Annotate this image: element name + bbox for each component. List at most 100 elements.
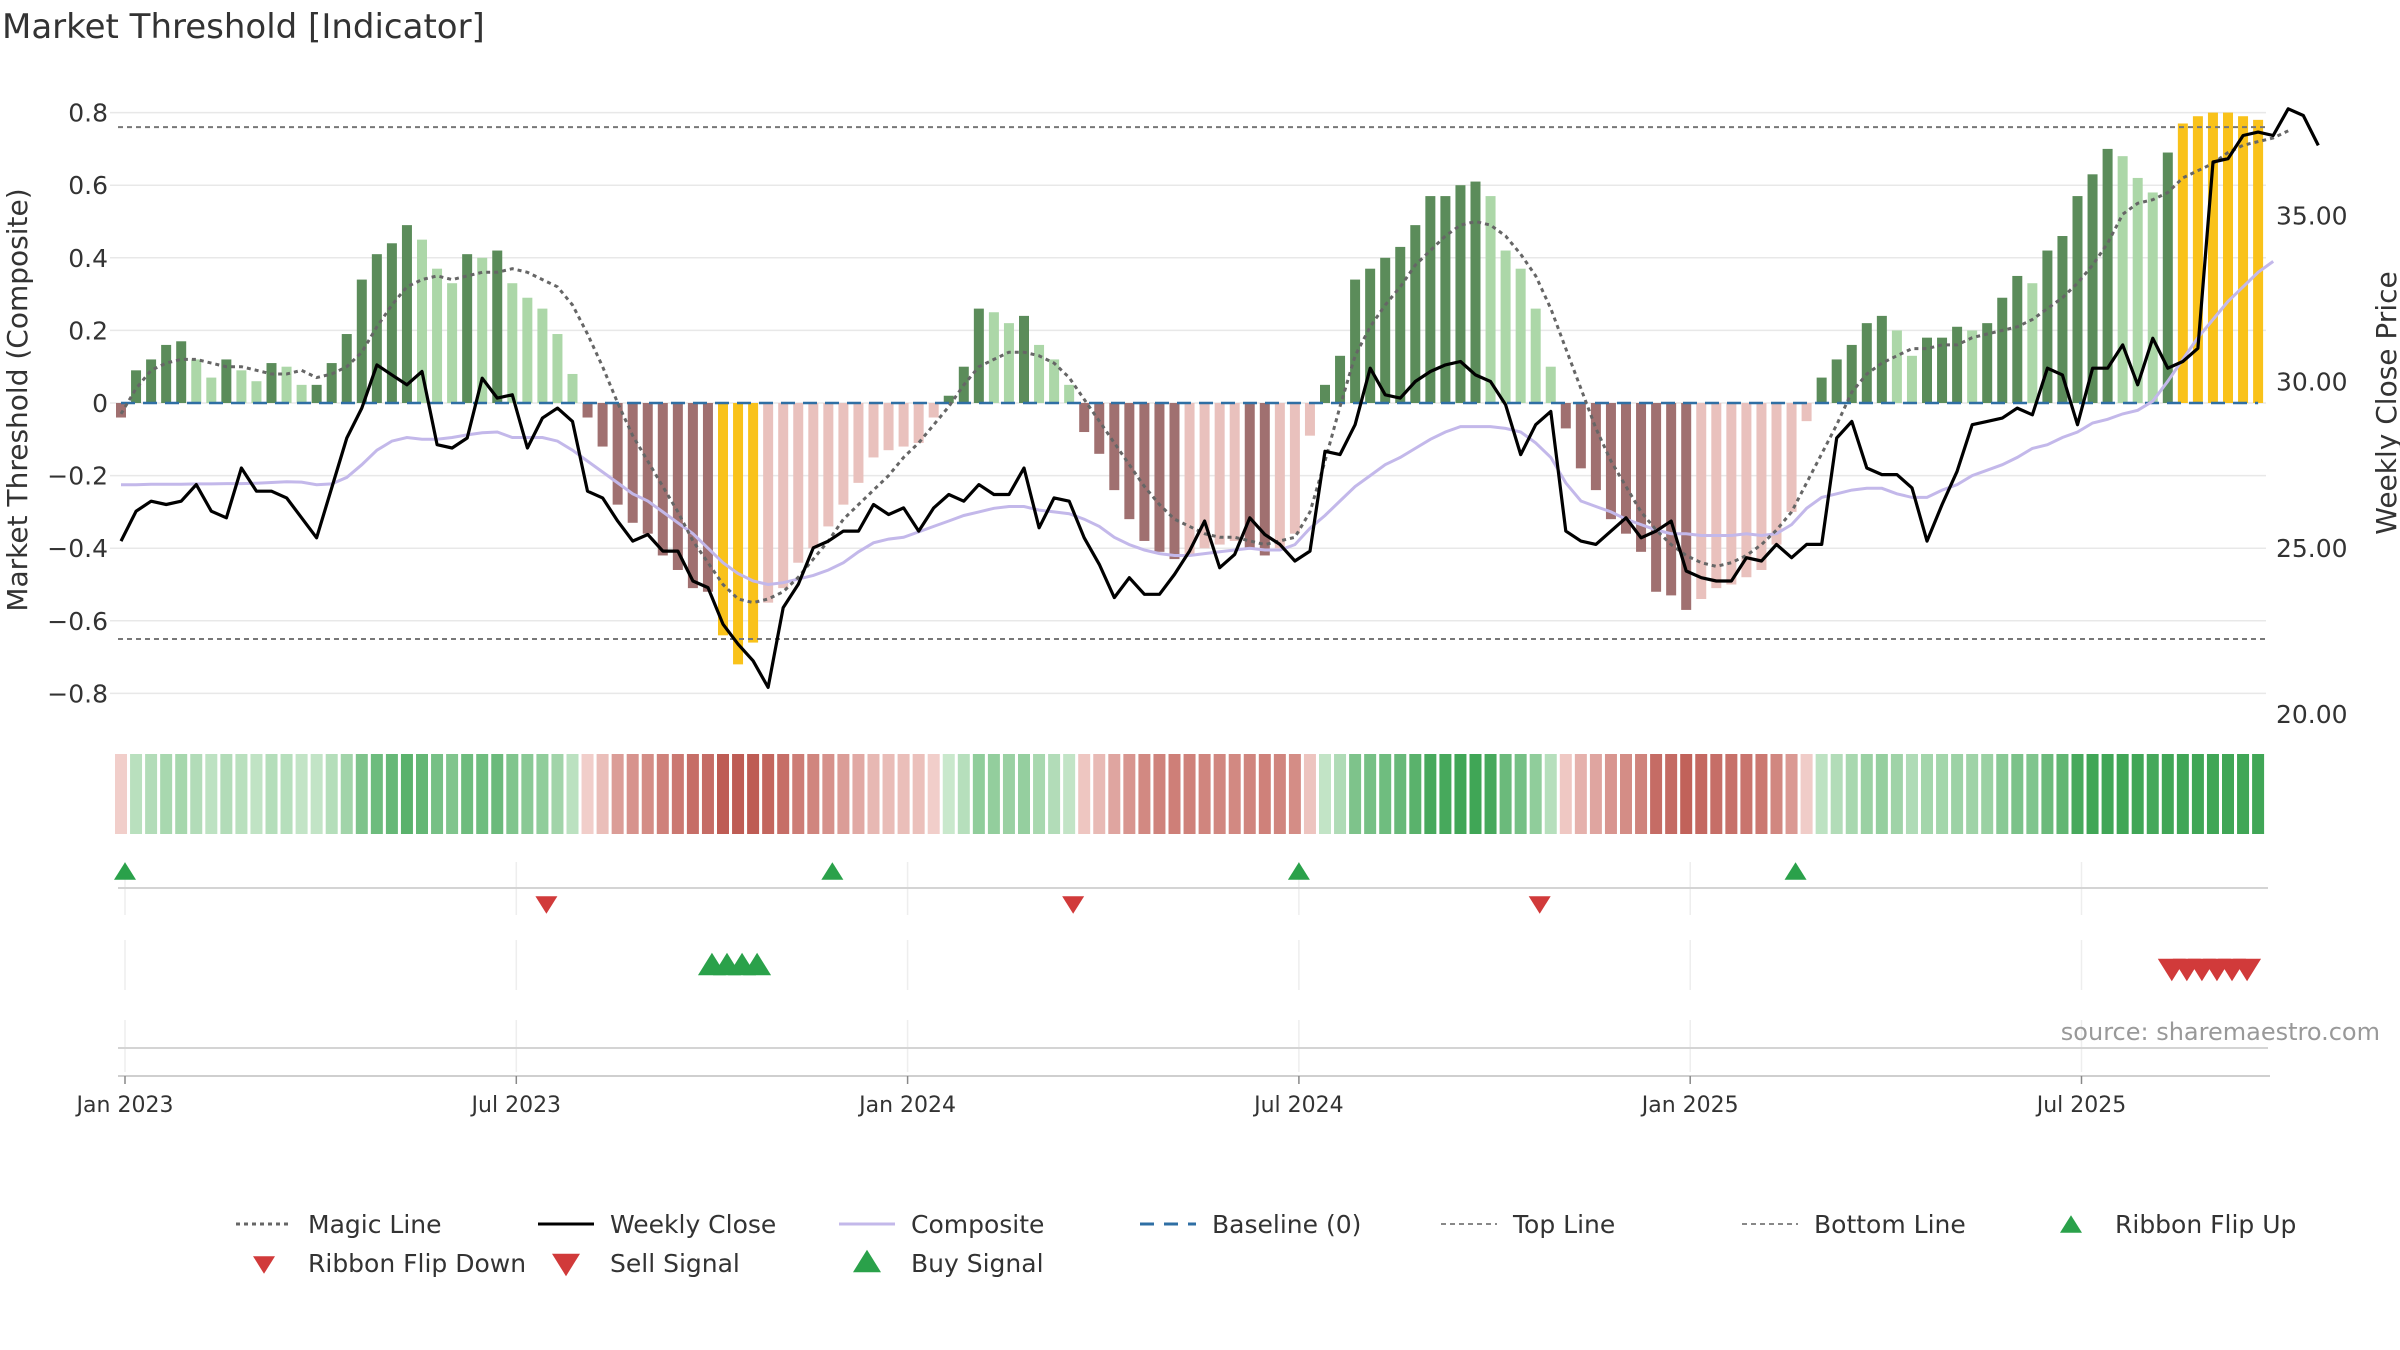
composite-bar bbox=[1124, 403, 1135, 520]
y-tick-label-right: 25.00 bbox=[2276, 534, 2348, 563]
ribbon-cell bbox=[416, 754, 428, 834]
ribbon-cell bbox=[340, 754, 353, 834]
ribbon-cell bbox=[1574, 754, 1587, 834]
composite-bar bbox=[1500, 250, 1511, 403]
composite-bar bbox=[356, 279, 367, 403]
composite-bar bbox=[2117, 156, 2128, 403]
ribbon-cell bbox=[1514, 754, 1527, 834]
ribbon-cell bbox=[1951, 754, 1964, 834]
ribbon-cell bbox=[762, 754, 775, 834]
ribbon-cell bbox=[1138, 754, 1151, 834]
ribbon-cell bbox=[1905, 754, 1918, 834]
ribbon-cell bbox=[897, 754, 910, 834]
ribbon-cell bbox=[1695, 754, 1708, 834]
legend-item: Baseline (0) bbox=[1140, 1210, 1361, 1239]
ribbon-cell bbox=[2161, 754, 2174, 834]
ribbon-cell bbox=[1996, 754, 2009, 834]
chart-title: Market Threshold [Indicator] bbox=[2, 7, 485, 47]
ribbon-cell bbox=[837, 754, 850, 834]
composite-bar bbox=[2147, 192, 2158, 403]
ribbon-cell bbox=[1665, 754, 1678, 834]
y-tick-label-left: 0 bbox=[92, 389, 108, 418]
composite-bar bbox=[1756, 403, 1767, 570]
ribbon-cell bbox=[1002, 754, 1015, 834]
composite-bar bbox=[1019, 315, 1029, 403]
y-tick-label-left: −0.2 bbox=[47, 462, 108, 491]
legend-label: Weekly Close bbox=[610, 1210, 776, 1239]
composite-bar bbox=[733, 403, 744, 665]
ribbon-cell bbox=[235, 754, 248, 834]
ribbon-cell bbox=[957, 754, 970, 834]
x-tick-label: Jul 2023 bbox=[470, 1093, 562, 1118]
composite-bar bbox=[1395, 246, 1406, 403]
ribbon-cell bbox=[1529, 754, 1542, 834]
legend-label: Ribbon Flip Down bbox=[308, 1249, 526, 1278]
ribbon-cell bbox=[2206, 754, 2219, 834]
composite-bar bbox=[537, 308, 548, 403]
composite-bar bbox=[1696, 403, 1707, 600]
ribbon-cell bbox=[1680, 754, 1693, 834]
legend-item: Ribbon Flip Down bbox=[253, 1249, 526, 1278]
composite-bar bbox=[1575, 403, 1586, 469]
composite-bar bbox=[341, 334, 352, 403]
composite-bar bbox=[1485, 196, 1496, 403]
composite-bar bbox=[793, 403, 804, 563]
weekly-close-line bbox=[119, 107, 2320, 690]
ribbon-cell bbox=[1288, 754, 1301, 834]
composite-bar bbox=[928, 403, 939, 418]
ribbon-cell bbox=[1770, 754, 1783, 834]
ribbon-cell bbox=[626, 754, 639, 834]
ribbon-cell bbox=[1273, 754, 1286, 834]
ribbon-cell bbox=[1349, 754, 1362, 834]
composite-bar bbox=[1229, 403, 1240, 541]
composite-bar bbox=[2072, 196, 2083, 403]
y-tick-label-right: 35.00 bbox=[2276, 201, 2348, 230]
composite-bar bbox=[2042, 250, 2053, 403]
ribbon-cell bbox=[1845, 754, 1858, 834]
composite-bar bbox=[281, 366, 292, 403]
composite-bar bbox=[597, 403, 608, 447]
ribbon-cell bbox=[777, 754, 790, 834]
ribbon-flip-up-marker bbox=[114, 862, 136, 880]
composite-bar bbox=[236, 370, 247, 403]
composite-bar bbox=[221, 359, 232, 403]
composite-bar bbox=[883, 403, 894, 451]
ribbon-cell bbox=[295, 754, 308, 834]
y-tick-label-left: −0.4 bbox=[47, 534, 108, 563]
ribbon-cell bbox=[325, 754, 338, 834]
legend-label: Top Line bbox=[1512, 1210, 1615, 1239]
ribbon-flip-down-marker bbox=[535, 896, 558, 914]
ribbon-cell bbox=[942, 754, 955, 834]
ribbon-cell bbox=[1018, 754, 1030, 834]
legend-item: Sell Signal bbox=[552, 1249, 740, 1278]
composite-bar bbox=[161, 344, 172, 403]
composite-bar bbox=[131, 370, 142, 403]
ribbon-cell bbox=[747, 754, 760, 834]
ribbon-cell bbox=[355, 754, 368, 834]
composite-bar bbox=[2177, 123, 2188, 404]
composite-bar bbox=[1380, 257, 1391, 403]
ribbon-cell bbox=[2041, 754, 2054, 834]
ribbon-cell bbox=[1153, 754, 1166, 834]
ribbon-flip-up-marker bbox=[1287, 862, 1310, 880]
composite-bar bbox=[1139, 403, 1150, 541]
composite-bar bbox=[1816, 377, 1827, 403]
ribbon-cell bbox=[1966, 754, 1979, 834]
y-tick-label-right: 20.00 bbox=[2276, 700, 2348, 729]
composite-bar bbox=[552, 334, 563, 403]
ribbon-cell bbox=[566, 754, 579, 834]
ribbon-cell bbox=[1499, 754, 1512, 834]
ribbon-cell bbox=[2131, 754, 2144, 834]
legend-item: Buy Signal bbox=[853, 1249, 1044, 1278]
magic-line bbox=[119, 129, 2289, 605]
legend-item: Bottom Line bbox=[1742, 1210, 1966, 1239]
ribbon-cell bbox=[1725, 754, 1738, 834]
x-tick-label: Jan 2023 bbox=[75, 1093, 174, 1118]
y-axis-label-left: Market Threshold (Composite) bbox=[1, 188, 34, 611]
legend-item: Top Line bbox=[1441, 1210, 1615, 1239]
ribbon-cell bbox=[1243, 754, 1256, 834]
ribbon-cell bbox=[205, 754, 218, 834]
ribbon-flip-up-marker bbox=[821, 862, 844, 880]
ribbon-cell bbox=[431, 754, 444, 834]
ribbon-cell bbox=[882, 754, 895, 834]
